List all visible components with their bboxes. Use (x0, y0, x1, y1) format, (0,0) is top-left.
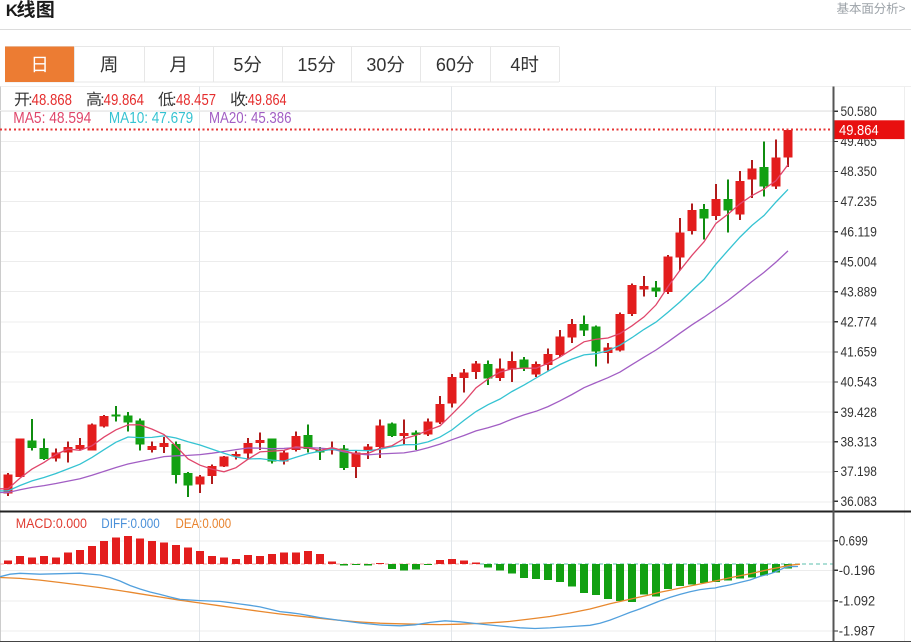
svg-text::: : (100, 92, 104, 109)
svg-text:15: 15 (297, 55, 317, 75)
svg-text:-1.987: -1.987 (839, 624, 875, 639)
svg-text:36.083: 36.083 (841, 494, 877, 509)
svg-text:MA5: 48.594: MA5: 48.594 (13, 110, 91, 127)
svg-text:50.580: 50.580 (841, 104, 877, 119)
svg-text:47.235: 47.235 (841, 194, 877, 209)
svg-text:48.350: 48.350 (841, 164, 877, 179)
svg-text:41.659: 41.659 (841, 345, 877, 360)
svg-text:49.864: 49.864 (839, 123, 879, 139)
svg-text::: : (28, 92, 32, 109)
svg-text:39.428: 39.428 (841, 405, 877, 420)
svg-text:K: K (6, 1, 19, 20)
svg-text:46.119: 46.119 (841, 224, 877, 239)
svg-text:49.864: 49.864 (104, 92, 145, 109)
svg-text:40.543: 40.543 (841, 375, 877, 390)
svg-text:4: 4 (510, 55, 520, 75)
svg-text:MA10: 47.679: MA10: 47.679 (109, 110, 193, 127)
svg-text:-1.092: -1.092 (839, 594, 875, 609)
svg-text:42.774: 42.774 (841, 315, 878, 330)
svg-text:49.864: 49.864 (248, 92, 287, 109)
svg-text:48.457: 48.457 (176, 92, 216, 109)
svg-text:60: 60 (436, 55, 456, 75)
svg-text:38.313: 38.313 (841, 434, 877, 449)
svg-text:37.198: 37.198 (841, 464, 877, 479)
svg-text:30: 30 (366, 55, 386, 75)
svg-text:>: > (899, 2, 906, 16)
svg-text:-0.196: -0.196 (839, 563, 875, 578)
svg-text:48.868: 48.868 (32, 92, 72, 109)
svg-text:MACD:0.000: MACD:0.000 (16, 516, 88, 531)
svg-text:5: 5 (233, 55, 243, 75)
svg-text:45.004: 45.004 (841, 254, 878, 269)
svg-text:0.699: 0.699 (839, 534, 868, 549)
svg-text::: : (244, 92, 248, 109)
svg-text:DIFF:0.000: DIFF:0.000 (101, 516, 160, 531)
svg-text:MA20: 45.386: MA20: 45.386 (209, 110, 292, 127)
svg-text:DEA:0.000: DEA:0.000 (176, 516, 232, 531)
svg-text:43.889: 43.889 (841, 285, 877, 300)
svg-text::: : (172, 92, 176, 109)
